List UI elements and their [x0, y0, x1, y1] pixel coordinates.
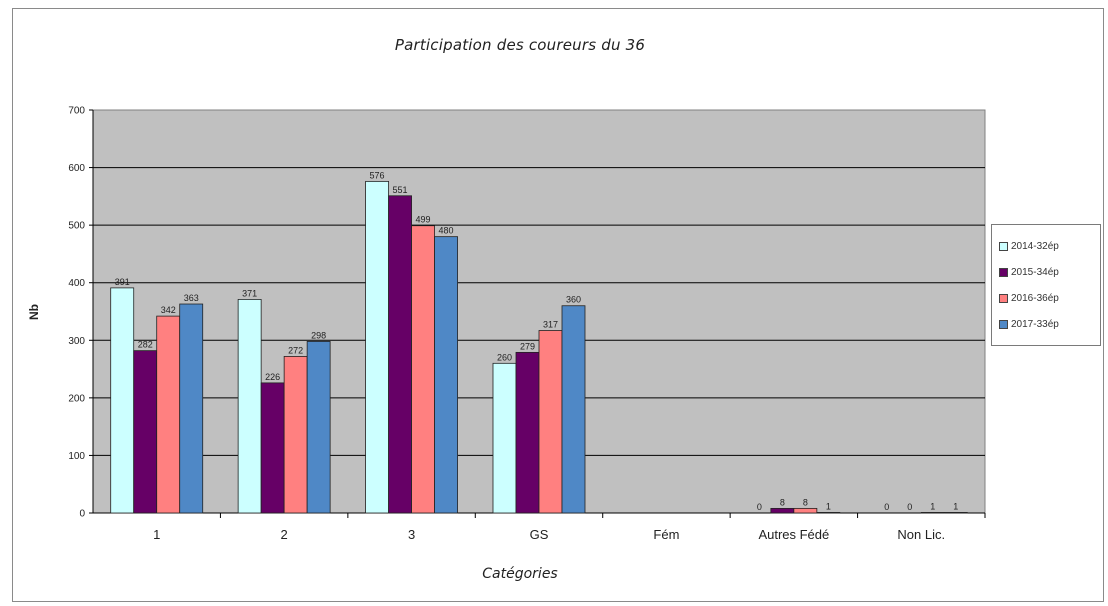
data-label: 1: [930, 501, 935, 511]
bar: [515, 351, 540, 514]
data-label: 499: [416, 215, 431, 225]
legend-label: 2017-33ép: [1011, 318, 1059, 330]
bar: [133, 350, 158, 514]
x-tick-label: 1: [153, 527, 160, 542]
x-tick-label: 2: [281, 527, 288, 542]
legend: 2014-32ép 2015-34ép 2016-36ép 2017-33ép: [991, 224, 1101, 346]
legend-swatch: [999, 293, 1008, 303]
x-tick-label: Non Lic.: [897, 527, 945, 542]
y-tick-label: 400: [68, 278, 85, 289]
bar: [411, 225, 435, 514]
data-label: 391: [115, 277, 130, 287]
y-tick-label: 100: [68, 451, 85, 462]
legend-label: 2014-32ép: [1011, 240, 1059, 252]
bar: [156, 315, 181, 514]
data-label: 0: [757, 502, 762, 512]
bar: [920, 512, 945, 514]
data-label: 0: [907, 502, 912, 512]
bar: [793, 507, 818, 514]
data-label: 1: [953, 501, 958, 511]
bar: [538, 330, 563, 514]
bar: [434, 236, 458, 514]
data-label: 480: [439, 226, 454, 236]
bar: [260, 382, 285, 514]
y-tick-label: 300: [68, 336, 85, 347]
bar: [365, 180, 389, 514]
data-label: 279: [520, 341, 535, 351]
data-label: 371: [242, 288, 257, 298]
x-axis-label: Catégories: [482, 566, 558, 582]
legend-item: 2015-34ép: [999, 259, 1100, 285]
data-label: 0: [884, 502, 889, 512]
x-tick-label: Autres Fédé: [758, 527, 829, 542]
data-label: 298: [311, 330, 326, 340]
data-label: 342: [161, 305, 176, 315]
y-tick-label: 600: [68, 163, 85, 174]
x-tick-label: Fém: [653, 527, 679, 542]
legend-item: 2017-33ép: [999, 311, 1100, 337]
data-label: 272: [288, 345, 303, 355]
bar: [110, 287, 135, 514]
legend-label: 2016-36ép: [1011, 292, 1059, 304]
data-label: 1: [826, 501, 831, 511]
legend-swatch: [999, 267, 1008, 277]
bar: [283, 356, 308, 514]
x-tick-label: 3: [408, 527, 415, 542]
bar: [388, 195, 412, 514]
data-label: 551: [393, 185, 408, 195]
data-label: 317: [543, 319, 558, 329]
data-label: 226: [265, 372, 280, 382]
y-tick-label: 500: [68, 221, 85, 232]
bar: [943, 512, 968, 514]
bar: [306, 341, 331, 514]
y-tick-label: 700: [68, 106, 85, 117]
data-label: 363: [184, 293, 199, 303]
data-label: 8: [803, 497, 808, 507]
y-tick-label: 200: [68, 393, 85, 404]
bar: [561, 305, 586, 514]
data-label: 260: [497, 352, 512, 362]
bar: [237, 299, 262, 514]
legend-label: 2015-34ép: [1011, 266, 1059, 278]
bar: [770, 507, 795, 514]
legend-item: 2016-36ép: [999, 285, 1100, 311]
y-tick-label: 0: [79, 509, 85, 520]
legend-swatch: [999, 319, 1008, 329]
chart-title: Participation des coureurs du 36: [394, 36, 646, 54]
data-label: 576: [370, 170, 385, 180]
bar: [179, 303, 204, 514]
data-label: 360: [566, 295, 581, 305]
x-tick-label: GS: [530, 527, 549, 542]
data-label: 282: [138, 340, 153, 350]
bar: [816, 512, 841, 514]
data-label: 8: [780, 497, 785, 507]
legend-item: 2014-32ép: [999, 233, 1100, 259]
bar: [492, 362, 517, 514]
legend-swatch: [999, 241, 1008, 251]
